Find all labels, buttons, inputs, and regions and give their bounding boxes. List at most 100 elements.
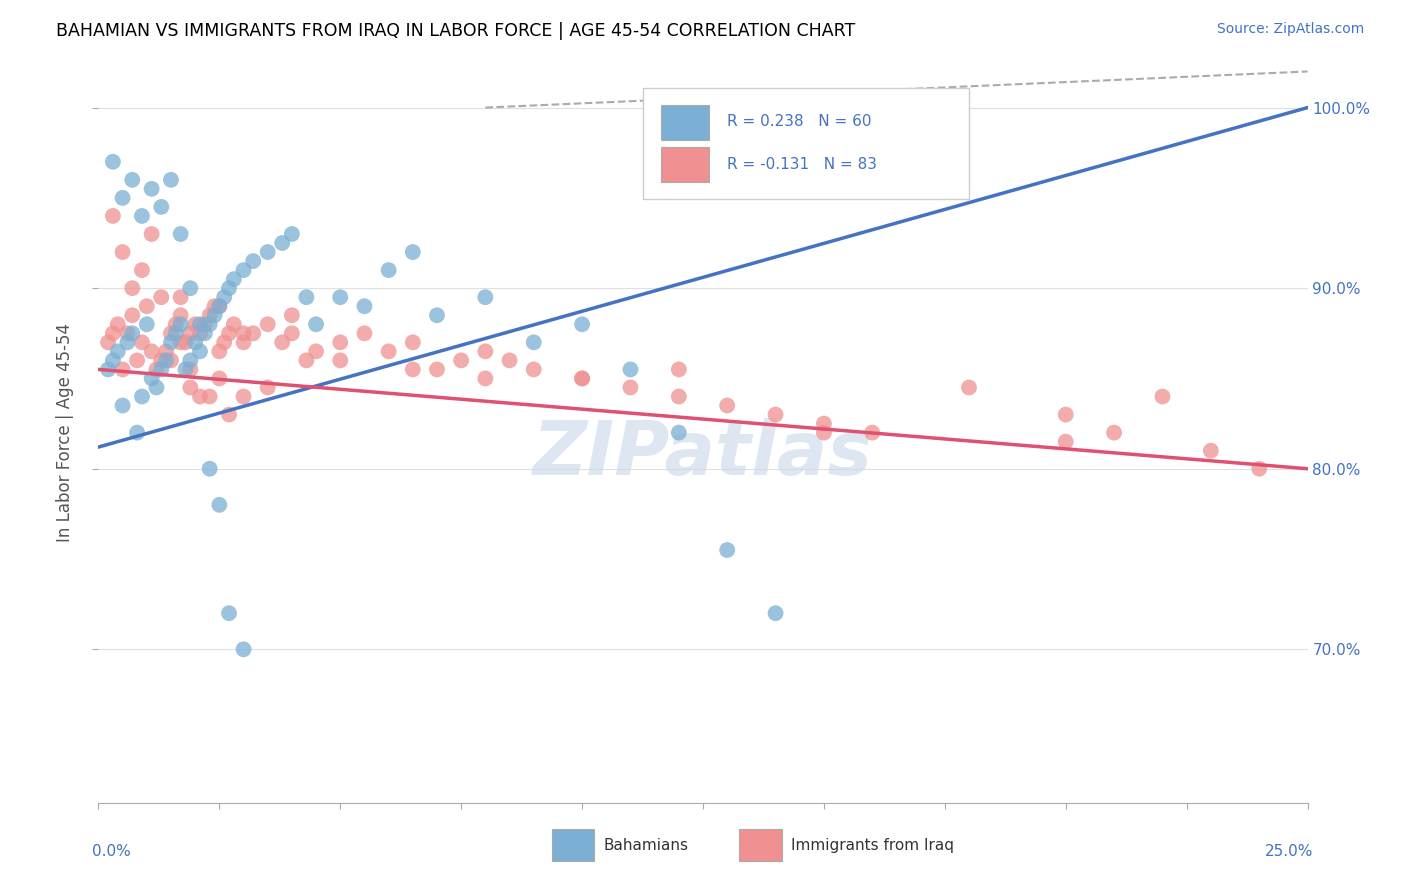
Point — [353, 299, 375, 313]
Point — [111, 191, 134, 205]
Point — [160, 335, 183, 350]
Point — [242, 326, 264, 341]
Point — [169, 318, 191, 332]
Point — [860, 425, 883, 440]
Point — [150, 353, 173, 368]
Point — [353, 326, 375, 341]
Point — [232, 335, 254, 350]
Point — [474, 344, 496, 359]
Point — [141, 344, 163, 359]
Point — [131, 390, 153, 404]
Point — [377, 263, 399, 277]
Point — [184, 335, 207, 350]
Point — [145, 362, 167, 376]
Point — [212, 335, 235, 350]
Point — [204, 308, 226, 322]
Point — [160, 326, 183, 341]
Point — [716, 399, 738, 413]
Point — [127, 425, 149, 440]
Point — [571, 371, 593, 385]
Point — [121, 281, 143, 295]
Point — [169, 227, 191, 241]
Point — [198, 390, 221, 404]
Point — [765, 408, 787, 422]
Point — [179, 380, 201, 394]
Point — [218, 408, 240, 422]
Point — [141, 371, 163, 385]
Point — [1054, 408, 1077, 422]
Point — [188, 390, 211, 404]
Point — [232, 390, 254, 404]
Point — [194, 326, 217, 341]
Text: Bahamians: Bahamians — [603, 838, 689, 853]
Point — [813, 425, 835, 440]
FancyBboxPatch shape — [643, 88, 969, 200]
Point — [305, 318, 328, 332]
Point — [218, 606, 240, 620]
FancyBboxPatch shape — [551, 830, 595, 861]
FancyBboxPatch shape — [740, 830, 782, 861]
Y-axis label: In Labor Force | Age 45-54: In Labor Force | Age 45-54 — [56, 323, 75, 542]
Text: 0.0%: 0.0% — [93, 844, 131, 858]
Text: 25.0%: 25.0% — [1265, 844, 1313, 858]
Point — [135, 318, 157, 332]
Point — [179, 281, 201, 295]
Point — [218, 326, 240, 341]
Point — [305, 344, 328, 359]
Point — [208, 299, 231, 313]
Point — [169, 308, 191, 322]
Point — [271, 335, 294, 350]
Point — [1102, 425, 1125, 440]
Point — [169, 335, 191, 350]
Point — [218, 281, 240, 295]
Point — [101, 353, 124, 368]
Point — [402, 362, 425, 376]
Point — [619, 380, 641, 394]
Point — [571, 371, 593, 385]
Point — [160, 173, 183, 187]
Point — [402, 245, 425, 260]
Point — [523, 335, 546, 350]
Point — [150, 290, 173, 304]
Point — [101, 154, 124, 169]
Point — [184, 318, 207, 332]
Point — [141, 227, 163, 241]
Point — [232, 642, 254, 657]
Text: Source: ZipAtlas.com: Source: ZipAtlas.com — [1216, 22, 1364, 37]
Point — [329, 290, 352, 304]
Point — [117, 335, 139, 350]
Point — [426, 362, 449, 376]
Point — [198, 308, 221, 322]
Point — [1249, 461, 1271, 475]
Point — [256, 318, 278, 332]
Point — [813, 417, 835, 431]
Point — [208, 299, 231, 313]
Point — [194, 318, 217, 332]
Point — [377, 344, 399, 359]
Point — [256, 380, 278, 394]
Point — [198, 461, 221, 475]
Point — [101, 209, 124, 223]
Point — [107, 318, 129, 332]
Point — [619, 362, 641, 376]
Point — [131, 209, 153, 223]
Point — [111, 399, 134, 413]
Point — [131, 335, 153, 350]
Point — [121, 326, 143, 341]
Point — [188, 326, 211, 341]
Point — [668, 425, 690, 440]
Point — [281, 308, 304, 322]
Text: R = -0.131   N = 83: R = -0.131 N = 83 — [727, 157, 877, 172]
Point — [188, 344, 211, 359]
Point — [208, 371, 231, 385]
Text: BAHAMIAN VS IMMIGRANTS FROM IRAQ IN LABOR FORCE | AGE 45-54 CORRELATION CHART: BAHAMIAN VS IMMIGRANTS FROM IRAQ IN LABO… — [56, 22, 855, 40]
Point — [222, 272, 245, 286]
Point — [160, 353, 183, 368]
Point — [117, 326, 139, 341]
Point — [145, 380, 167, 394]
Point — [1199, 443, 1222, 458]
Point — [474, 290, 496, 304]
FancyBboxPatch shape — [661, 147, 709, 182]
Point — [295, 290, 318, 304]
Point — [135, 299, 157, 313]
